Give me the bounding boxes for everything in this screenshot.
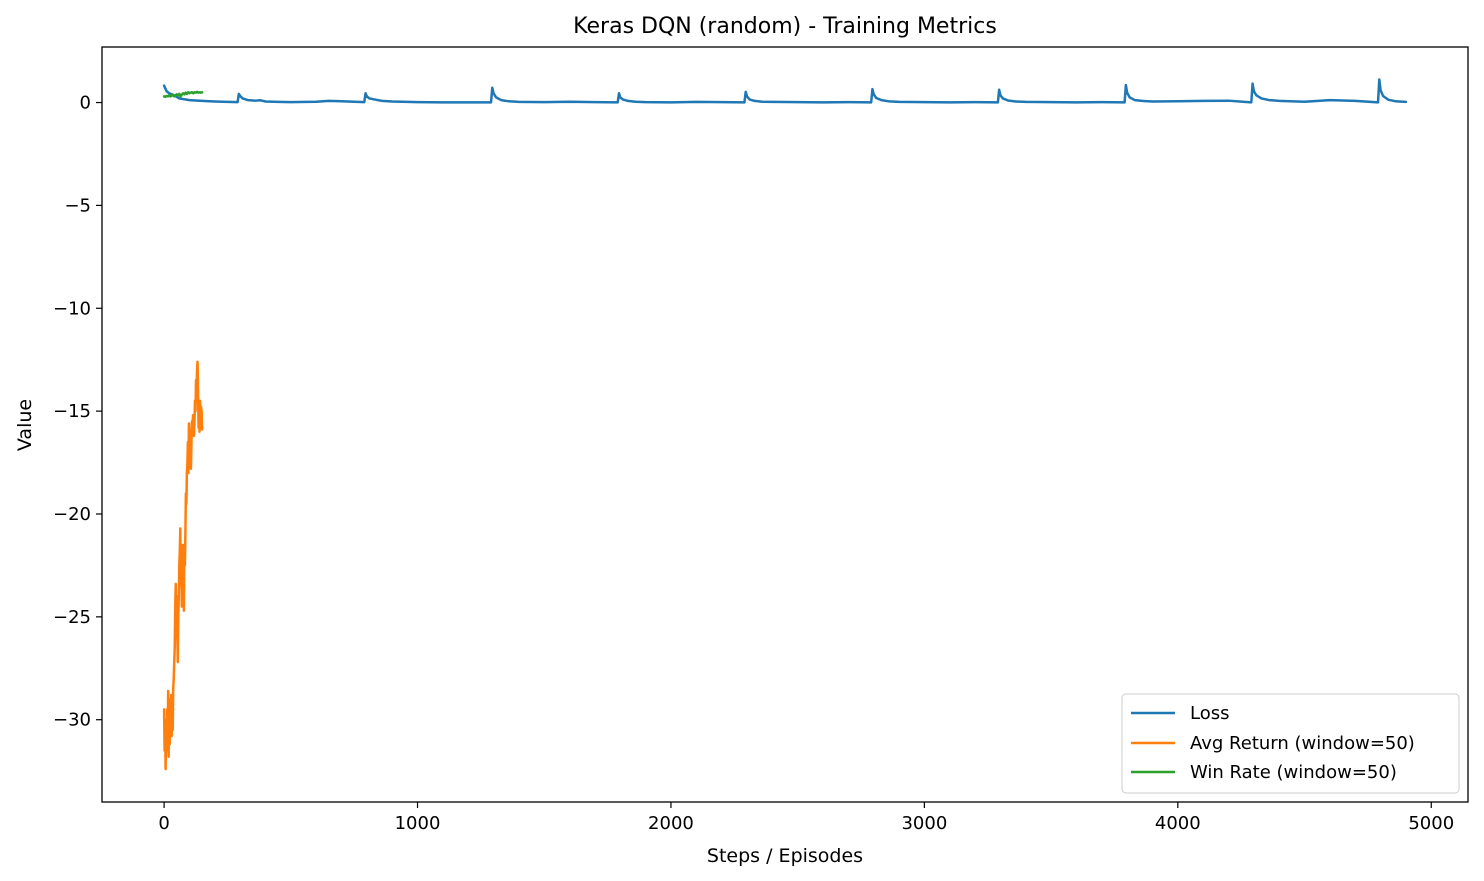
y-axis-ticks: 0 −5 −10 −15 −20 −25 −30 <box>53 93 102 731</box>
legend-label-avg-return: Avg Return (window=50) <box>1190 733 1415 754</box>
series-line-avg-return <box>162 360 204 771</box>
axes-frame <box>101 46 1469 803</box>
x-tick-label: 3000 <box>901 813 947 834</box>
y-tick-label: −5 <box>64 195 91 216</box>
legend-label-loss: Loss <box>1190 703 1229 724</box>
x-tick-label: 1000 <box>395 813 441 834</box>
x-tick-label: 2000 <box>648 813 694 834</box>
series-line-win-rate <box>162 90 204 99</box>
y-axis-label: Value <box>14 399 36 451</box>
legend-label-win-rate: Win Rate (window=50) <box>1190 762 1397 783</box>
x-axis-label: Steps / Episodes <box>707 845 863 867</box>
plot-area <box>101 46 1469 803</box>
x-axis-ticks: 0 1000 2000 3000 4000 5000 <box>158 802 1454 834</box>
y-tick-label: −20 <box>53 504 91 525</box>
y-tick-label: −10 <box>53 298 91 319</box>
legend-box <box>1121 693 1460 794</box>
series-layer <box>162 78 1408 771</box>
chart-title: Keras DQN (random) - Training Metrics <box>573 14 997 39</box>
series-line-loss <box>162 78 1408 104</box>
y-tick-label: 0 <box>80 93 91 114</box>
legend: Loss Avg Return (window=50) Win Rate (wi… <box>1121 693 1460 794</box>
y-tick-label: −30 <box>53 710 91 731</box>
y-tick-label: −15 <box>53 401 91 422</box>
y-tick-label: −25 <box>53 607 91 628</box>
x-tick-label: 4000 <box>1155 813 1201 834</box>
x-tick-label: 5000 <box>1408 813 1454 834</box>
x-tick-label: 0 <box>158 813 169 834</box>
